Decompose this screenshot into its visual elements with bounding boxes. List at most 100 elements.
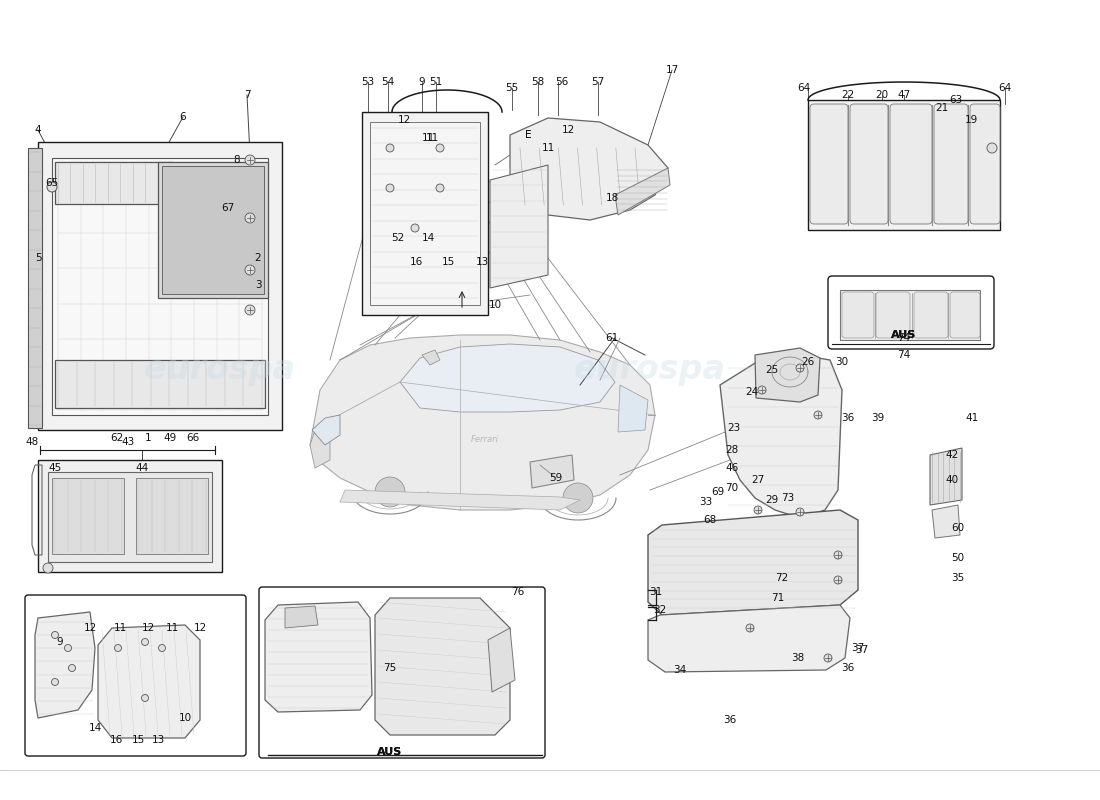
Text: 39: 39 [871,413,884,423]
Polygon shape [35,612,95,718]
Text: 14: 14 [88,723,101,733]
Text: 11: 11 [421,133,434,143]
Text: 63: 63 [949,95,962,105]
Text: 16: 16 [109,735,122,745]
Text: 34: 34 [673,665,686,675]
Text: 23: 23 [727,423,740,433]
Polygon shape [98,625,200,738]
Text: 14: 14 [421,233,434,243]
Text: 19: 19 [965,115,978,125]
Circle shape [411,224,419,232]
Circle shape [43,563,53,573]
Text: 31: 31 [649,587,662,597]
Circle shape [754,506,762,514]
Text: 46: 46 [725,463,738,473]
Polygon shape [840,290,980,340]
Text: E: E [525,130,531,140]
Text: 27: 27 [751,475,764,485]
Bar [55,162,173,204]
Text: 6: 6 [179,112,186,122]
Polygon shape [930,448,962,505]
Polygon shape [648,605,850,672]
FancyBboxPatch shape [890,104,932,224]
Text: 75: 75 [384,663,397,673]
Text: 56: 56 [556,77,569,87]
FancyBboxPatch shape [828,276,994,349]
Polygon shape [362,112,488,315]
Text: 1: 1 [145,433,152,443]
Text: 12: 12 [561,125,574,135]
Text: 4: 4 [35,125,42,135]
FancyBboxPatch shape [934,104,968,224]
Text: 12: 12 [397,115,410,125]
Text: 37: 37 [851,643,865,653]
Text: 47: 47 [898,90,911,100]
Text: 15: 15 [131,735,144,745]
Polygon shape [490,165,548,288]
Text: AUS: AUS [891,330,916,340]
Circle shape [142,694,148,702]
Text: 50: 50 [952,553,965,563]
Text: 7: 7 [244,90,251,100]
Text: E: E [525,130,531,140]
Text: 12: 12 [142,623,155,633]
Circle shape [114,645,121,651]
Text: 12: 12 [194,623,207,633]
Polygon shape [510,118,668,220]
Text: 28: 28 [725,445,738,455]
Polygon shape [48,472,212,562]
Polygon shape [310,335,654,510]
Text: 21: 21 [935,103,948,113]
Text: 2: 2 [255,253,262,263]
Text: 48: 48 [25,437,39,447]
Text: 70: 70 [725,483,738,493]
Circle shape [245,265,255,275]
Text: 43: 43 [121,437,134,447]
FancyBboxPatch shape [970,104,1000,224]
Text: 33: 33 [700,497,713,507]
Polygon shape [400,344,615,412]
Text: 26: 26 [802,357,815,367]
FancyBboxPatch shape [842,292,874,338]
Text: 37: 37 [856,645,869,655]
Text: 49: 49 [164,433,177,443]
FancyBboxPatch shape [876,292,910,338]
Circle shape [987,143,997,153]
Text: 66: 66 [186,433,199,443]
Polygon shape [618,385,648,432]
Text: 57: 57 [592,77,605,87]
Polygon shape [535,460,572,485]
Text: 12: 12 [84,623,97,633]
Text: 10: 10 [488,300,502,310]
Polygon shape [375,598,510,735]
Text: 65: 65 [45,178,58,188]
Text: 59: 59 [549,473,562,483]
Text: AUS: AUS [891,330,916,340]
FancyBboxPatch shape [950,292,980,338]
Circle shape [386,184,394,192]
Circle shape [245,213,255,223]
Polygon shape [932,505,960,538]
Text: 68: 68 [703,515,716,525]
Circle shape [758,386,766,394]
Text: 53: 53 [362,77,375,87]
Text: 10: 10 [178,713,191,723]
Text: 64: 64 [798,83,811,93]
Circle shape [563,483,593,513]
Text: AUS: AUS [377,747,403,757]
Circle shape [375,477,405,507]
Text: 11: 11 [541,143,554,153]
Bar [162,166,264,294]
Circle shape [52,631,58,638]
Text: Ferrari: Ferrari [471,435,499,445]
Text: 9: 9 [419,77,426,87]
Text: 24: 24 [746,387,759,397]
Text: 62: 62 [110,433,123,443]
Text: 61: 61 [605,333,618,343]
Circle shape [142,638,148,646]
Text: 11: 11 [165,623,178,633]
Circle shape [824,654,832,662]
Text: 22: 22 [842,90,855,100]
Polygon shape [648,510,858,615]
Text: 73: 73 [781,493,794,503]
